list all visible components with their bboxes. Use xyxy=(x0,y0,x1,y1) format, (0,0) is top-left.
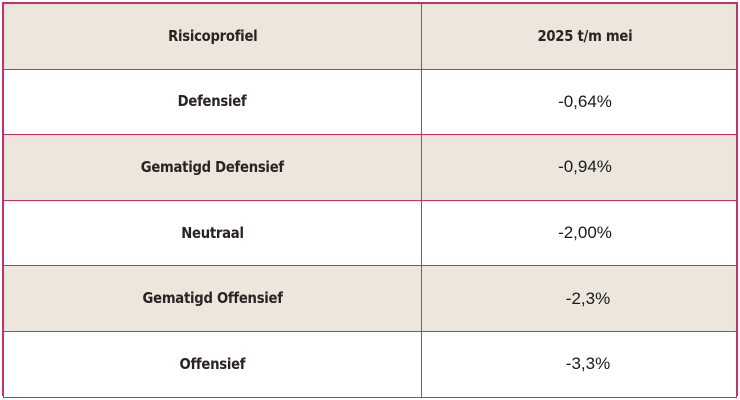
profile-cell: Gematigd Defensief xyxy=(3,134,422,201)
profile-cell: Defensief xyxy=(3,68,422,136)
table-row: Offensief -3,3% xyxy=(3,330,737,398)
profile-label: Gematigd Offensief xyxy=(142,289,283,308)
profile-cell: Gematigd Offensief xyxy=(3,265,422,332)
risk-profile-table: Risicoprofiel 2025 t/m mei Defensief -0,… xyxy=(3,3,737,398)
profile-label: Offensief xyxy=(179,354,246,373)
profile-label: Neutraal xyxy=(181,223,244,242)
return-value: -3,3% xyxy=(565,354,611,374)
header-risicoprofiel: Risicoprofiel xyxy=(167,26,258,45)
profile-label: Gematigd Defensief xyxy=(140,157,285,176)
profile-cell: Neutraal xyxy=(3,199,422,267)
profile-label: Defensief xyxy=(178,92,247,111)
return-value: -2,00% xyxy=(558,223,612,243)
return-value: -0,64% xyxy=(558,91,612,111)
table-row: Defensief -0,64% xyxy=(3,68,737,136)
value-cell: -2,00% xyxy=(421,199,737,267)
table-row: Gematigd Defensief -0,94% xyxy=(3,134,737,201)
table-header-row: Risicoprofiel 2025 t/m mei xyxy=(3,3,737,70)
return-value: -2,3% xyxy=(565,288,611,308)
header-period: 2025 t/m mei xyxy=(537,26,633,45)
value-cell: -0,64% xyxy=(421,68,737,136)
value-cell: -0,94% xyxy=(421,134,737,201)
value-cell: -3,3% xyxy=(421,330,737,398)
header-cell-profile: Risicoprofiel xyxy=(3,3,422,70)
return-value: -0,94% xyxy=(558,157,612,177)
profile-cell: Offensief xyxy=(3,330,422,398)
table-row: Gematigd Offensief -2,3% xyxy=(3,265,737,332)
value-cell: -2,3% xyxy=(421,265,737,332)
header-cell-period: 2025 t/m mei xyxy=(421,3,737,70)
table-row: Neutraal -2,00% xyxy=(3,199,737,267)
